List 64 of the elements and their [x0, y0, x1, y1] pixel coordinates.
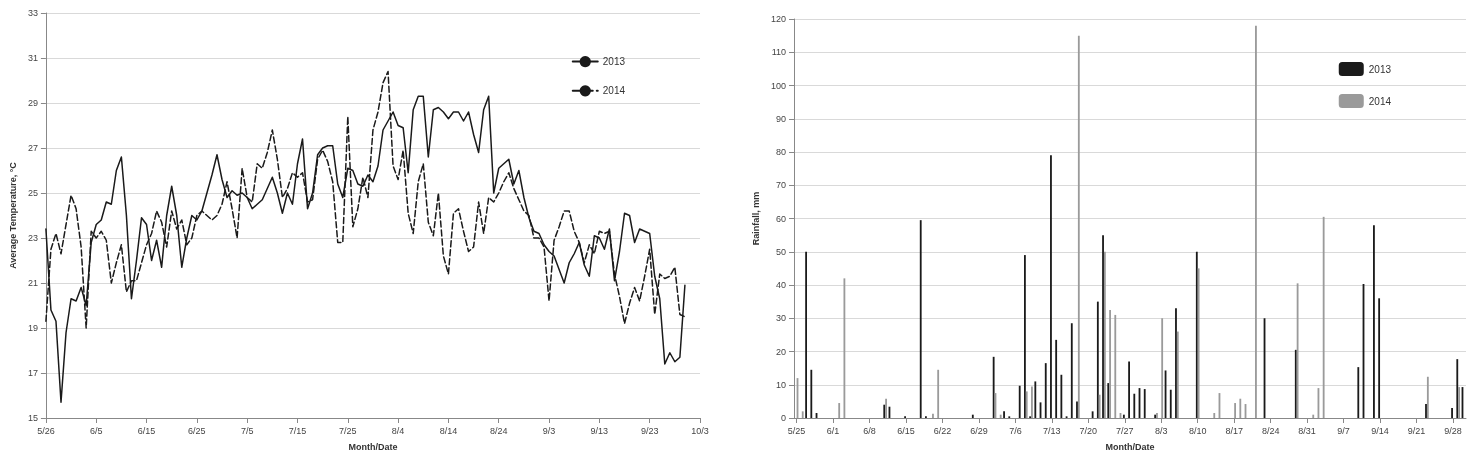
- y-tick-label: 80: [775, 147, 786, 157]
- y-tick-label: 50: [775, 246, 786, 257]
- x-tick-label: 7/25: [339, 425, 357, 436]
- x-tick-label: 8/4: [391, 425, 405, 436]
- y-tick-label: 29: [27, 98, 38, 108]
- legend-label: 2014: [602, 85, 626, 97]
- y-tick-label: 70: [775, 180, 786, 191]
- y-tick-label: 19: [27, 323, 38, 333]
- y-tick-label: 23: [27, 233, 38, 243]
- y-axis-title: Rainfall, mm: [750, 191, 761, 246]
- x-tick-label: 8/3: [1155, 425, 1168, 436]
- x-tick-label: 7/15: [288, 425, 307, 436]
- x-axis-title: Month/Date: [1105, 441, 1155, 452]
- y-axis-title: Average Temperature, °C: [7, 161, 18, 269]
- x-tick-label: 7/20: [1079, 425, 1098, 436]
- y-tick-label: 40: [775, 280, 786, 290]
- x-tick-label: 8/24: [489, 425, 508, 436]
- x-tick-label: 6/1: [826, 425, 840, 436]
- x-tick-label: 9/7: [1337, 425, 1350, 436]
- y-tick-label: 21: [27, 278, 38, 288]
- y-tick-label: 120: [770, 14, 786, 24]
- y-tick-label: 17: [27, 368, 38, 378]
- y-tick-label: 20: [775, 346, 786, 357]
- x-tick-label: 9/28: [1444, 425, 1462, 436]
- x-tick-label: 8/31: [1298, 425, 1316, 436]
- x-tick-label: 9/3: [542, 425, 556, 436]
- y-tick-label: 0: [780, 413, 786, 423]
- x-tick-label: 6/8: [863, 425, 876, 436]
- x-tick-label: 6/15: [137, 425, 156, 436]
- y-tick-label: 90: [775, 113, 786, 124]
- x-tick-label: 9/14: [1371, 425, 1389, 436]
- x-tick-label: 6/25: [188, 425, 206, 436]
- y-tick-label: 30: [775, 313, 786, 324]
- y-tick-label: 100: [770, 80, 786, 91]
- y-tick-label: 15: [27, 413, 38, 423]
- x-tick-label: 7/27: [1116, 425, 1134, 436]
- x-tick-label: 6/5: [89, 425, 103, 436]
- x-tick-label: 6/15: [897, 425, 915, 436]
- x-tick-label: 8/17: [1225, 425, 1243, 436]
- x-tick-label: 9/21: [1407, 425, 1426, 436]
- x-tick-label: 8/24: [1261, 425, 1280, 436]
- x-tick-label: 9/13: [590, 425, 609, 436]
- x-tick-label: 8/14: [439, 425, 458, 436]
- legend-label: 2013: [602, 56, 626, 68]
- x-tick-label: 7/5: [240, 425, 254, 436]
- legend-label: 2014: [1368, 95, 1392, 107]
- y-tick-label: 110: [771, 47, 786, 58]
- y-tick-label: 25: [27, 188, 38, 198]
- legend-label: 2013: [1368, 63, 1392, 75]
- y-tick-label: 33: [27, 8, 38, 18]
- y-tick-label: 31: [27, 53, 38, 63]
- x-tick-label: 7/6: [1009, 425, 1022, 436]
- y-tick-label: 10: [775, 379, 786, 390]
- x-tick-label: 6/29: [970, 425, 988, 436]
- x-tick-label: 7/13: [1043, 425, 1061, 436]
- x-axis-title: Month/Date: [348, 441, 398, 452]
- x-tick-label: 9/23: [640, 425, 659, 436]
- y-tick-label: 60: [775, 213, 786, 224]
- x-tick-label: 6/22: [933, 425, 952, 436]
- y-tick-label: 27: [27, 143, 38, 153]
- x-tick-label: 5/25: [787, 425, 806, 436]
- x-tick-label: 8/10: [1188, 425, 1207, 436]
- x-tick-label: 5/26: [37, 425, 55, 436]
- x-tick-label: 10/3: [691, 425, 709, 436]
